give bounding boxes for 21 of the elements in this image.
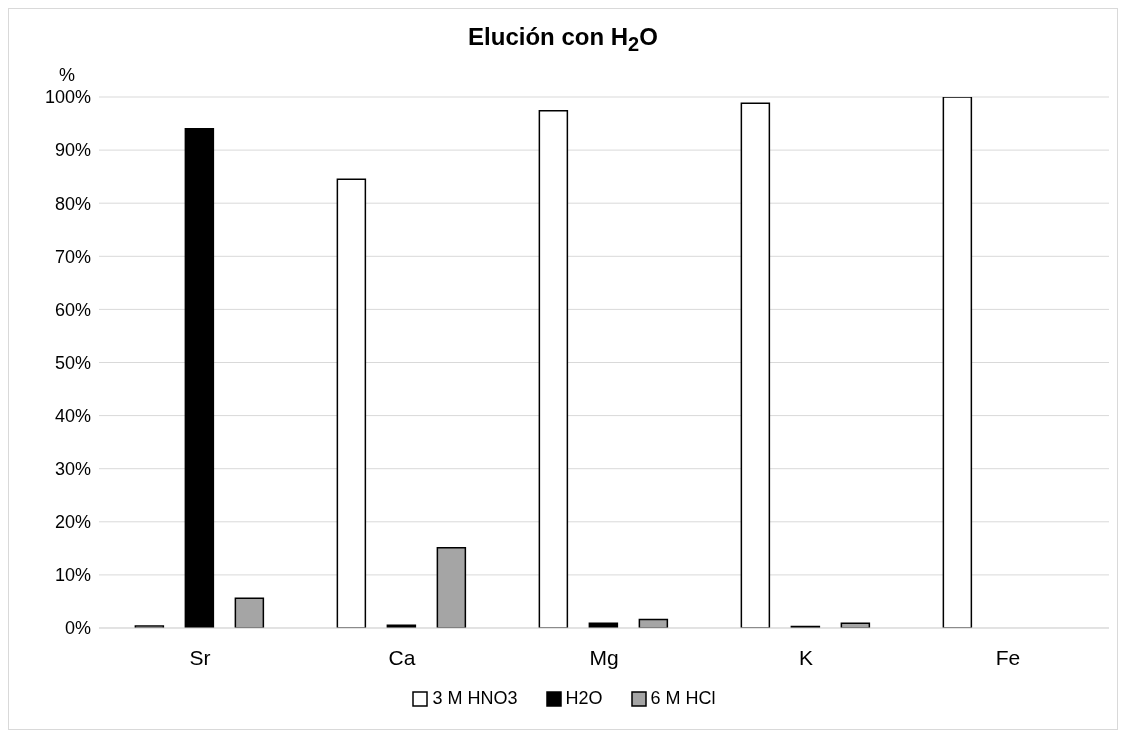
x-tick-label: Ca xyxy=(388,645,416,669)
x-tick-label: K xyxy=(798,645,814,669)
y-tick-label: 40% xyxy=(54,405,91,426)
y-tick-label: 20% xyxy=(54,512,91,533)
legend-label: 6 M HCl xyxy=(650,688,716,709)
y-tick-label: 80% xyxy=(54,193,91,214)
legend-label: H2O xyxy=(565,688,603,709)
chart-title: Elución con H$_{2}$O xyxy=(467,23,659,56)
y-tick-label: 70% xyxy=(54,246,91,267)
x-tick-label: Mg xyxy=(589,645,619,669)
y-tick-label: 0% xyxy=(64,618,91,639)
y-tick-label: 100% xyxy=(44,87,91,108)
legend-label: 3 M HNO3 xyxy=(432,688,518,709)
y-tick-label: 90% xyxy=(54,140,91,161)
y-tick-label: 50% xyxy=(54,352,91,373)
y-tick-label: 30% xyxy=(54,459,91,480)
x-tick-label: Fe xyxy=(995,645,1021,669)
y-tick-label: 60% xyxy=(54,299,91,320)
y-axis-title: % xyxy=(59,65,76,86)
x-tick-label: Sr xyxy=(189,645,211,669)
y-tick-label: 10% xyxy=(54,565,91,586)
